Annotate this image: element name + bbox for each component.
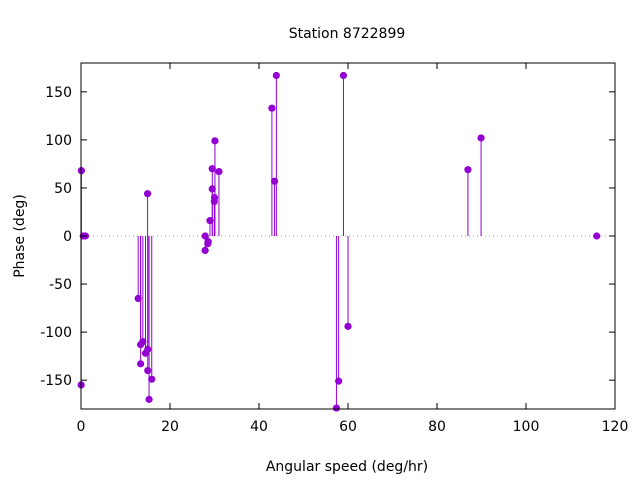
y-tick-label: -50 [49,277,72,293]
data-point [148,375,156,383]
data-point [210,193,219,202]
data-point [204,238,212,246]
y-tick-label: -150 [40,373,72,389]
data-point [201,232,209,240]
y-tick-label: 150 [45,85,72,101]
data-point [272,71,280,80]
data-point [593,232,601,240]
x-tick-label: 0 [77,419,86,435]
data-point [208,185,216,193]
data-point [464,166,472,174]
x-tick-label: 120 [602,419,629,435]
y-tick-label: -100 [40,325,72,341]
x-axis: 0 20 40 60 80 100 120 [77,63,629,435]
data-point [137,360,145,368]
data-point [143,190,152,198]
data-point [339,71,348,80]
y-tick-label: 50 [54,181,72,197]
impulse-stems [80,75,482,409]
data-point [134,294,142,303]
x-tick-label: 60 [339,419,357,435]
data-point [215,168,223,176]
data-point [144,366,152,375]
data-point [139,338,147,346]
data-point [344,322,352,330]
data-point [144,345,152,354]
data-point [145,395,153,403]
x-tick-label: 20 [161,419,179,435]
data-point [208,165,216,173]
data-points [77,71,601,412]
data-point [270,177,279,185]
y-tick-label: 0 [63,229,72,245]
data-point [332,404,341,412]
data-point [335,377,343,385]
data-point [206,217,214,225]
x-tick-label: 100 [513,419,540,435]
y-axis-label: Phase (deg) [12,194,28,278]
x-tick-label: 80 [428,419,446,435]
data-point [201,246,209,255]
chart-title: Station 8722899 [289,26,406,42]
data-point [477,134,485,142]
x-tick-label: 40 [250,419,268,435]
x-axis-label: Angular speed (deg/hr) [266,459,428,475]
y-axis: -150 -100 -50 0 50 100 150 [40,85,615,389]
data-point [211,137,219,145]
data-point [268,104,276,112]
y-tick-label: 100 [45,133,72,149]
